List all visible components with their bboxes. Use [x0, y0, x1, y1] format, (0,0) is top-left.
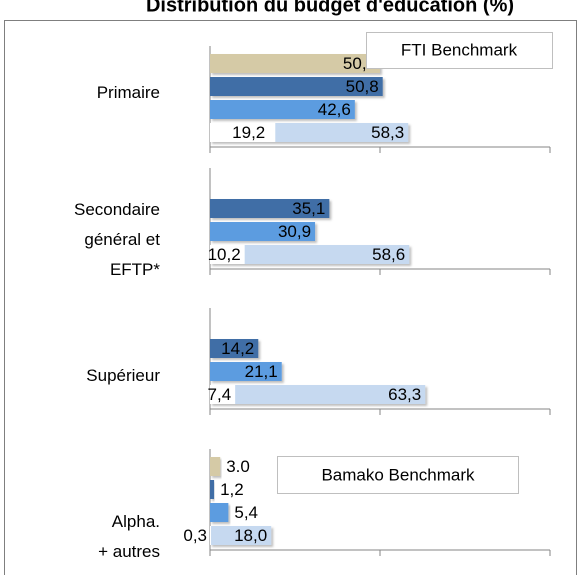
bar [210, 54, 380, 73]
value-label: 21,1 [245, 362, 278, 381]
bar [210, 339, 259, 358]
value-label: 58,3 [371, 123, 404, 142]
value-label: 35,1 [292, 199, 325, 218]
annotation-box [277, 456, 519, 494]
value-label: 14,2 [221, 339, 254, 358]
bar [210, 385, 426, 404]
bar [210, 526, 272, 545]
bar [210, 503, 229, 522]
value-label: 3.0 [226, 457, 250, 476]
bar [210, 77, 383, 96]
value-label: 1,2 [220, 480, 244, 499]
value-label: 18,0 [234, 526, 267, 545]
value-label: 0,3 [183, 526, 207, 545]
value-label: 5,4 [234, 503, 258, 522]
value-label: 50,8 [346, 77, 379, 96]
category-label: Supérieur [86, 366, 160, 385]
bar [210, 199, 330, 218]
bar [210, 385, 236, 404]
value-label: 30,9 [278, 222, 311, 241]
bar [210, 362, 282, 381]
value-label: 63,3 [388, 385, 421, 404]
category-label: Primaire [96, 83, 160, 102]
bar [210, 480, 215, 499]
value-label: 42,6 [318, 100, 351, 119]
category-label: Secondaire général et EFTP* [73, 200, 160, 279]
chart-title: Distribution du budget d'éducation (%) [146, 0, 514, 16]
value-label: 58,6 [372, 245, 405, 264]
value-label: 10,2 [208, 245, 241, 264]
value-label: 19,2 [232, 123, 265, 142]
bar [210, 222, 316, 241]
category-label: Alpha. + autres [98, 512, 160, 561]
value-label: 7,4 [208, 385, 232, 404]
annotation: Bamako Benchmark [321, 465, 475, 484]
bar [210, 457, 221, 476]
bar [210, 245, 245, 264]
bar [210, 123, 276, 142]
annotation: FTI Benchmark [401, 40, 518, 59]
bar [210, 100, 355, 119]
annotation-box [366, 32, 553, 69]
bar [210, 245, 410, 264]
bar [210, 526, 212, 545]
